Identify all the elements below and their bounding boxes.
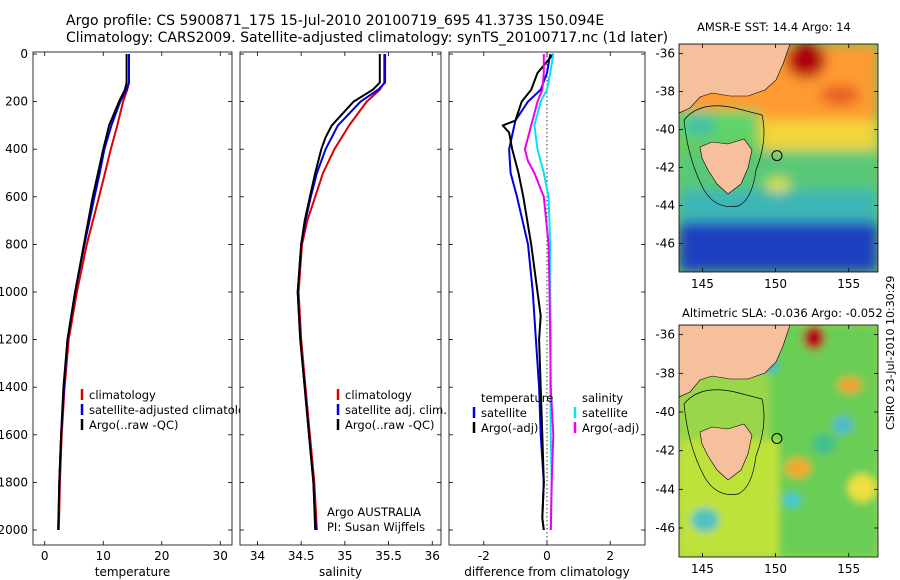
legend-label: climatology	[89, 388, 156, 402]
temp-axes-frame	[32, 51, 233, 546]
sal-xlabel: salinity	[319, 565, 362, 579]
lat-tick-label: -42	[655, 444, 675, 458]
depth-tick-label: 400	[5, 142, 28, 156]
diff-xtick-label: 2	[606, 549, 614, 563]
temp-xtick-label: 10	[96, 549, 111, 563]
lat-tick-label: -42	[655, 161, 675, 175]
lon-tick-label: 150	[764, 277, 787, 291]
sal-axes-frame	[239, 51, 442, 546]
temp-series-argo-raw-qc-	[57, 54, 128, 531]
diff-panel: -2 0 2 difference from climatology temperatu…	[448, 51, 646, 579]
legend-title-temperature: temperature	[481, 391, 553, 405]
diff-xlabel: difference from climatology	[464, 565, 630, 579]
depth-tick-label: 1400	[0, 380, 28, 394]
depth-tick-label: 2000	[0, 523, 28, 537]
lat-tick-label: -44	[655, 199, 675, 213]
sla-map-frame	[678, 324, 879, 558]
depth-tick-label: 1000	[0, 285, 28, 299]
depth-tick-label: 800	[5, 237, 28, 251]
depth-tick-label: 600	[5, 190, 28, 204]
depth-tick-label: 200	[5, 95, 28, 109]
sst-shelf-contour	[683, 105, 765, 207]
lon-tick-label: 145	[691, 277, 714, 291]
sla-map-ticks: -36 -38 -40 -42 -44 -46 145 150 155	[655, 325, 878, 576]
lat-tick-label: -46	[655, 237, 675, 251]
legend-label: satellite	[481, 406, 527, 420]
sla-float-marker	[771, 433, 783, 445]
sst-land-mainland	[679, 44, 791, 114]
credit-pi: PI: Susan Wijffels	[327, 520, 425, 534]
depth-tick-label: 1200	[0, 333, 28, 347]
sst-map: -36 -38 -40 -42 -44 -46 145 150 155	[655, 43, 879, 291]
sal-xtick-label: 34	[250, 549, 265, 563]
lon-tick-label: 150	[764, 562, 787, 576]
sal-series-argo-raw-qc-	[296, 54, 381, 531]
diff-axes-frame	[448, 51, 646, 546]
sla-map-title: Altimetric SLA: -0.036 Argo: -0.052	[682, 306, 883, 320]
sst-map-title: AMSR-E SST: 14.4 Argo: 14	[697, 20, 851, 34]
sla-map: -36 -38 -40 -42 -44 -46 145 150 155	[655, 324, 879, 576]
sst-float-marker	[771, 150, 783, 162]
sla-field	[679, 325, 878, 557]
sst-map-frame	[678, 43, 879, 273]
sal-xtick-label: 36	[425, 549, 440, 563]
lon-tick-label: 155	[837, 562, 860, 576]
depth-tick-label: 1600	[0, 428, 28, 442]
sst-map-ticks: -36 -38 -40 -42 -44 -46 145 150 155	[655, 44, 878, 291]
legend-label: Argo(..raw -QC)	[89, 418, 179, 432]
temp-xtick-label: 20	[154, 549, 169, 563]
diff-series-salinity-satellite	[533, 53, 555, 531]
sal-xtick-label: 35.5	[375, 549, 402, 563]
sla-land-mainland	[679, 325, 791, 398]
lat-tick-label: -38	[655, 85, 675, 99]
temp-xtick-label: 0	[41, 549, 49, 563]
lat-tick-label: -36	[655, 47, 675, 61]
lat-tick-label: -36	[655, 328, 675, 342]
sla-shelf-contour	[683, 389, 765, 495]
diff-xtick-label: -2	[478, 549, 490, 563]
sst-land-island	[699, 138, 753, 195]
sal-xtick-label: 35	[337, 549, 352, 563]
legend-label: satellite	[582, 406, 628, 420]
sal-xtick-label: 34.5	[288, 549, 315, 563]
diff-series-temperature-argo-adj-	[501, 53, 555, 531]
lon-tick-label: 155	[837, 277, 860, 291]
figure-title-line-2: Climatology: CARS2009. Satellite-adjuste…	[66, 30, 669, 46]
lat-tick-label: -40	[655, 405, 675, 419]
legend-title-salinity: salinity	[582, 391, 623, 405]
figure-title-line-1: Argo profile: CS 5900871_175 15-Jul-2010…	[66, 13, 605, 29]
temp-panel: 0 200 400 600 800 1000 1200 1400 1600 1800 2000 0 10…	[0, 47, 259, 579]
credit-org: Argo AUSTRALIA	[327, 505, 421, 519]
legend-label: climatology	[345, 388, 412, 402]
depth-tick-label: 0	[20, 47, 28, 61]
lat-tick-label: -40	[655, 123, 675, 137]
lon-tick-label: 145	[691, 562, 714, 576]
legend-label: satellite adj. clim.	[345, 403, 447, 417]
temp-xtick-label: 30	[213, 549, 228, 563]
lat-tick-label: -44	[655, 482, 675, 496]
diff-series-salinity-argo-adj-	[523, 54, 555, 531]
legend-label: Argo(-adj)	[481, 421, 538, 435]
depth-tick-label: 1800	[0, 475, 28, 489]
diff-legend: temperature salinitysatelliteArgo(-adj)sa…	[472, 391, 639, 435]
lat-tick-label: -38	[655, 366, 675, 380]
lat-tick-label: -46	[655, 521, 675, 535]
legend-label: Argo(..raw -QC)	[345, 418, 435, 432]
temp-xlabel: temperature	[95, 565, 170, 579]
sla-land-island	[699, 423, 753, 481]
sal-panel: 34 34.5 35 35.5 36 salinity climatologysatelli…	[239, 51, 447, 579]
legend-label: satellite-adjusted climatology	[89, 403, 259, 417]
diff-xtick-label: 0	[543, 549, 551, 563]
legend-label: Argo(-adj)	[582, 421, 639, 435]
sst-field	[679, 44, 878, 272]
